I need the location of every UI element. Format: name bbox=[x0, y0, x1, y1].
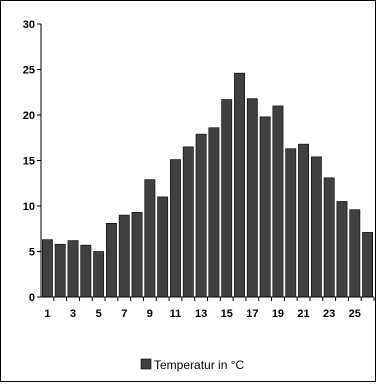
bar-7 bbox=[118, 214, 130, 298]
x-tick-label-11: 11 bbox=[170, 308, 182, 320]
x-tick-label-5: 5 bbox=[96, 308, 102, 320]
y-tick-label-30: 30 bbox=[23, 19, 35, 31]
bar-24 bbox=[336, 201, 348, 298]
x-tick-label-7: 7 bbox=[121, 308, 127, 320]
bar-6 bbox=[106, 222, 117, 298]
bar-15 bbox=[221, 99, 233, 298]
bar-14 bbox=[208, 127, 220, 298]
bar-26 bbox=[362, 232, 374, 298]
x-tick-label-15: 15 bbox=[221, 308, 233, 320]
x-tick-label-13: 13 bbox=[195, 308, 207, 320]
bar-13 bbox=[195, 133, 207, 298]
y-axis: 0 5 10 15 20 25 30 bbox=[23, 19, 42, 304]
x-tick-label-1: 1 bbox=[44, 308, 50, 320]
bar-22 bbox=[310, 156, 322, 298]
legend: Temperatur in °C bbox=[140, 358, 244, 372]
y-tick-label-10: 10 bbox=[23, 201, 35, 213]
x-axis: 1 3 5 7 9 11 13 15 17 19 21 23 25 bbox=[41, 296, 375, 320]
legend-swatch bbox=[140, 358, 152, 370]
x-tick-label-9: 9 bbox=[147, 308, 153, 320]
y-tick-label-25: 25 bbox=[23, 65, 35, 77]
y-tick-label-20: 20 bbox=[23, 110, 35, 122]
x-tick-label-3: 3 bbox=[70, 308, 76, 320]
bar-5 bbox=[93, 251, 105, 298]
legend-label: Temperatur in °C bbox=[154, 358, 244, 372]
x-tick-label-17: 17 bbox=[246, 308, 258, 320]
x-tick-label-21: 21 bbox=[297, 308, 309, 320]
x-tick-label-23: 23 bbox=[323, 308, 335, 320]
y-tick-label-0: 0 bbox=[29, 292, 35, 304]
bar-12 bbox=[182, 146, 194, 298]
bar-17 bbox=[246, 98, 258, 298]
bar-2 bbox=[54, 243, 66, 298]
bar-19 bbox=[272, 105, 284, 298]
x-tick-label-19: 19 bbox=[272, 308, 284, 320]
bar-25 bbox=[349, 209, 361, 298]
y-tick-label-5: 5 bbox=[29, 247, 35, 259]
bar-9 bbox=[144, 179, 156, 298]
x-tick-label-25: 25 bbox=[349, 308, 361, 320]
bar-4 bbox=[80, 244, 92, 298]
bars-group bbox=[41, 72, 374, 298]
bar-23 bbox=[323, 177, 335, 298]
bar-10 bbox=[157, 196, 169, 298]
bar-21 bbox=[298, 143, 309, 298]
bar-16 bbox=[234, 72, 245, 298]
bar-11 bbox=[170, 159, 181, 298]
bar-8 bbox=[131, 212, 143, 298]
bar-3 bbox=[67, 240, 79, 298]
bar-20 bbox=[285, 148, 297, 298]
y-tick-label-15: 15 bbox=[23, 156, 35, 168]
bar-18 bbox=[259, 116, 271, 298]
bar-1 bbox=[41, 239, 53, 298]
